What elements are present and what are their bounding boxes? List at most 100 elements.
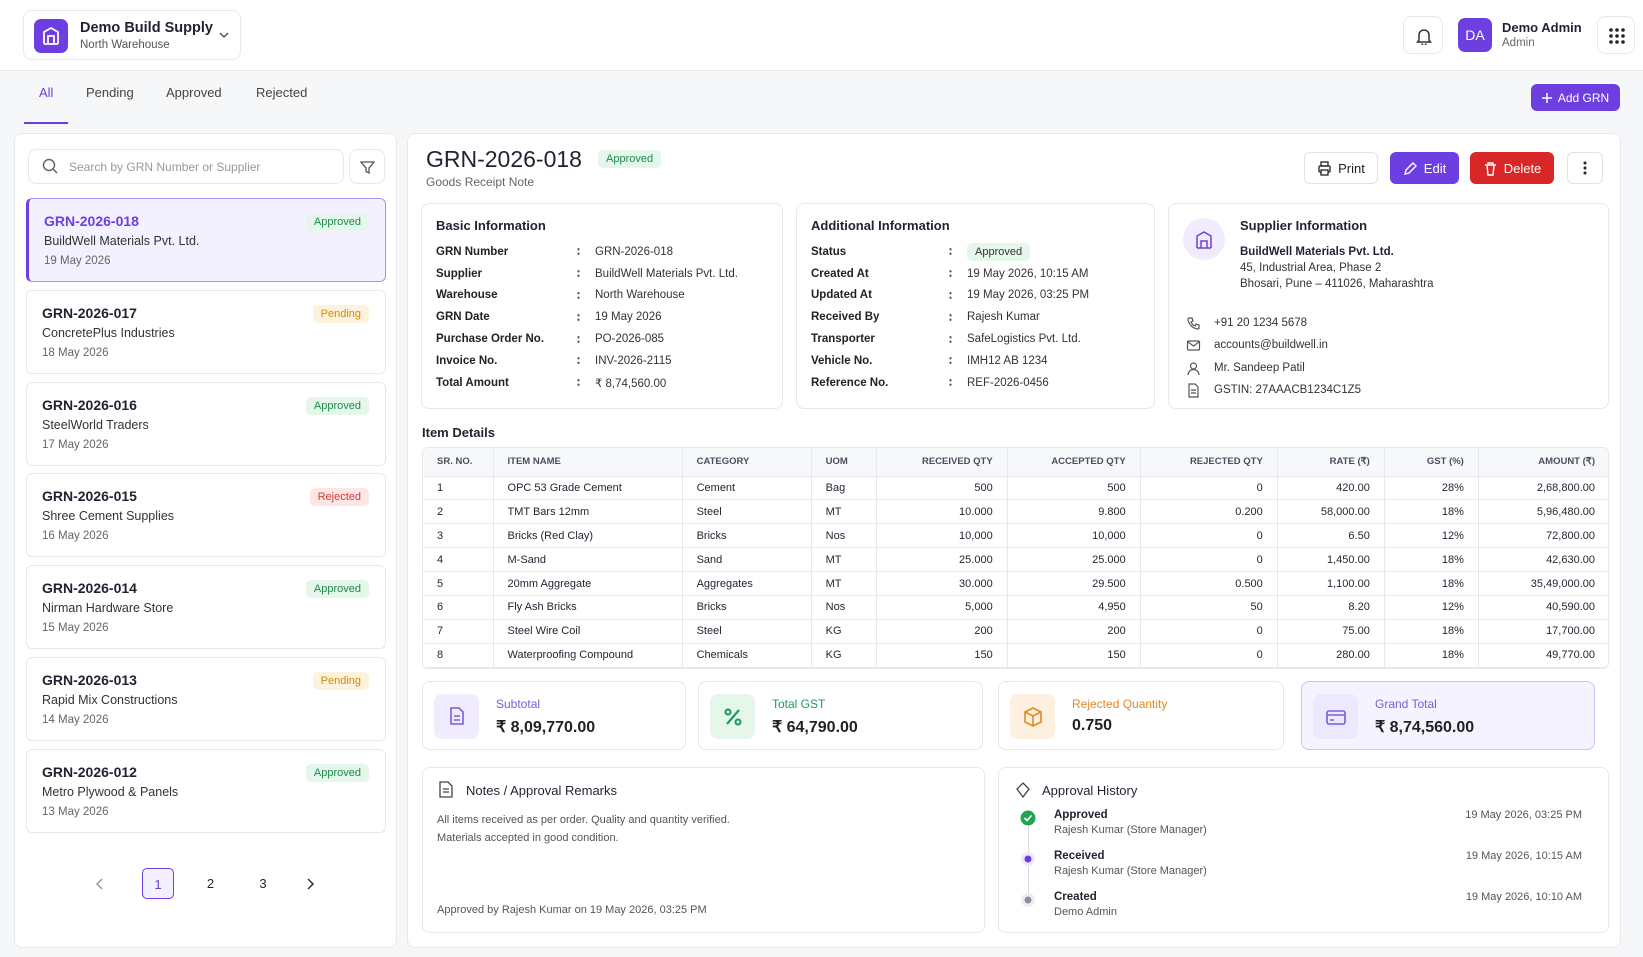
item-cell: 12% (1384, 595, 1479, 620)
action-label: Edit (1423, 160, 1447, 176)
summary-value: 0.750 (1072, 717, 1113, 734)
history-icon-svg (1016, 782, 1030, 799)
grn-card[interactable]: GRN-2026-017 ConcretePlus Industries 18 Ma… (26, 289, 386, 374)
info-value: 19 May 2026 (595, 311, 662, 324)
search-input[interactable]: Search by GRN Number or Supplier (28, 149, 344, 184)
card-title: Approval History (1042, 783, 1138, 798)
grn-supplier: BuildWell Materials Pvt. Ltd. (44, 234, 200, 248)
summary-card: Total GST ₹ 64,790.00 (698, 681, 983, 750)
status-badge: Approved (305, 763, 369, 782)
item-cell: 18% (1384, 499, 1479, 525)
info-value: INV-2026-2115 (595, 354, 672, 367)
section-title: Item Details (422, 425, 495, 440)
grn-card[interactable]: GRN-2026-014 Nirman Hardware Store 15 May … (26, 565, 386, 650)
column-header: ITEM NAME (493, 448, 683, 477)
tab[interactable]: Approved (166, 85, 222, 100)
item-cell: Bag (811, 476, 877, 501)
contact-icon (1186, 383, 1201, 401)
grn-card[interactable]: GRN-2026-012 Metro Plywood & Panels 13 May… (26, 748, 386, 833)
item-cell: 7 (423, 619, 494, 644)
item-cell: 280.00 (1277, 643, 1385, 668)
separator (577, 247, 587, 257)
grn-number: GRN-2026-015 (42, 488, 137, 505)
card-title: Basic Information (436, 218, 546, 233)
info-value: North Warehouse (595, 289, 685, 302)
item-cell: 25.000 (876, 547, 1008, 573)
more-button[interactable] (1567, 152, 1603, 184)
item-row: 5 20mm Aggregate Aggregates MT 30.000 29.500 0… (423, 571, 1608, 596)
item-row: 6 Fly Ash Bricks Bricks Nos 5,000 4,950 50 8.20… (423, 595, 1608, 620)
item-cell: 420.00 (1277, 476, 1385, 501)
tab[interactable]: Rejected (256, 85, 308, 100)
info-label: Purchase Order No. (436, 333, 545, 346)
card-title: Additional Information (811, 218, 950, 233)
item-cell: 1,450.00 (1277, 547, 1385, 573)
note-footer: Approved by Rajesh Kumar on 19 May 2026,… (437, 904, 707, 916)
item-cell: 5 (423, 571, 494, 596)
column-header: ACCEPTED QTY (1007, 448, 1141, 477)
event-status: Created (1054, 890, 1097, 903)
notification-button[interactable] (1403, 16, 1443, 54)
filter-button[interactable] (349, 149, 385, 184)
grn-card[interactable]: GRN-2026-018 BuildWell Materials Pvt. Ltd… (26, 198, 386, 282)
grn-number: GRN-2026-012 (42, 763, 137, 780)
item-cell: 0 (1140, 547, 1278, 573)
item-cell: 49,770.00 (1478, 643, 1608, 668)
event-time: 19 May 2026, 10:10 AM (1465, 890, 1582, 903)
supplier-address: 45, Industrial Area, Phase 2 (1240, 262, 1382, 274)
grn-card[interactable]: GRN-2026-015 Shree Cement Supplies 16 May … (26, 473, 386, 558)
supplier-name: BuildWell Materials Pvt. Ltd. (1240, 246, 1394, 258)
user-role: Admin (1502, 37, 1535, 49)
item-cell: 18% (1384, 643, 1479, 668)
info-value: 19 May 2026, 10:15 AM (967, 267, 1089, 280)
supplier-card: Supplier Information BuildWell Materials … (1168, 203, 1609, 409)
item-cell: 3 (423, 523, 494, 549)
item-cell: Sand (682, 547, 812, 573)
page-number[interactable]: 3 (259, 876, 267, 891)
action-button[interactable]: Print (1304, 152, 1378, 184)
grn-date: 15 May 2026 (42, 622, 109, 635)
avatar[interactable]: DA (1458, 18, 1492, 52)
grn-title: GRN-2026-018 (426, 146, 582, 172)
item-cell: 0 (1140, 523, 1278, 549)
apps-button[interactable] (1597, 16, 1635, 54)
info-value: PO-2026-085 (595, 333, 665, 346)
header-row: SR. NO. ITEM NAME CATEGORY UOM RECEIVED QTY A… (423, 448, 1608, 477)
separator (949, 378, 959, 388)
item-row: 1 OPC 53 Grade Cement Cement Bag 500 500 0 420.… (423, 476, 1608, 501)
info-row: GRN Number GRN-2026-018 (436, 241, 738, 263)
action-icon (1483, 161, 1498, 176)
grn-supplier: SteelWorld Traders (42, 417, 149, 432)
add-grn-button[interactable]: Add GRN (1531, 84, 1620, 111)
summary-value: ₹ 64,790.00 (772, 719, 858, 736)
grn-subtitle: Goods Receipt Note (426, 175, 535, 189)
action-button[interactable]: Edit (1390, 152, 1459, 184)
info-row: GRN Date 19 May 2026 (436, 306, 738, 328)
info-value: GRN-2026-018 (595, 245, 673, 258)
item-cell: 28% (1384, 476, 1479, 501)
page-number[interactable]: 1 (142, 868, 174, 899)
item-cell: MT (811, 547, 877, 573)
tab[interactable]: Pending (86, 85, 134, 100)
action-button[interactable]: Delete (1470, 152, 1554, 184)
item-row: 2 TMT Bars 12mm Steel MT 10.000 9.800 0.200 58,… (423, 499, 1608, 525)
status-badge: Approved (305, 396, 369, 415)
note-line: Materials accepted in good condition. (437, 832, 619, 844)
summary-label: Rejected Quantity (1072, 697, 1168, 711)
company-switcher[interactable]: Demo Build Supply North Warehouse (23, 10, 241, 60)
contact-email: accounts@buildwell.in (1214, 339, 1328, 352)
item-cell: Bricks (682, 523, 812, 549)
summary-icon (710, 694, 755, 739)
tab[interactable]: All (24, 72, 69, 124)
info-value: ₹ 8,74,560.00 (595, 377, 667, 390)
grn-card[interactable]: GRN-2026-013 Rapid Mix Constructions 14 Ma… (26, 657, 386, 741)
grn-card[interactable]: GRN-2026-016 SteelWorld Traders 17 May 202… (26, 381, 386, 466)
item-cell: KG (811, 619, 877, 644)
contact-icon-svg (1186, 340, 1201, 351)
page-number[interactable]: 2 (206, 876, 215, 891)
search-icon (42, 158, 58, 174)
supplier-address: Bhosari, Pune – 411026, Maharashtra (1240, 278, 1434, 290)
info-row: Created At 19 May 2026, 10:15 AM (811, 263, 1089, 285)
contact-contact: Mr. Sandeep Patil (1214, 361, 1305, 374)
item-cell: 20mm Aggregate (493, 571, 683, 596)
